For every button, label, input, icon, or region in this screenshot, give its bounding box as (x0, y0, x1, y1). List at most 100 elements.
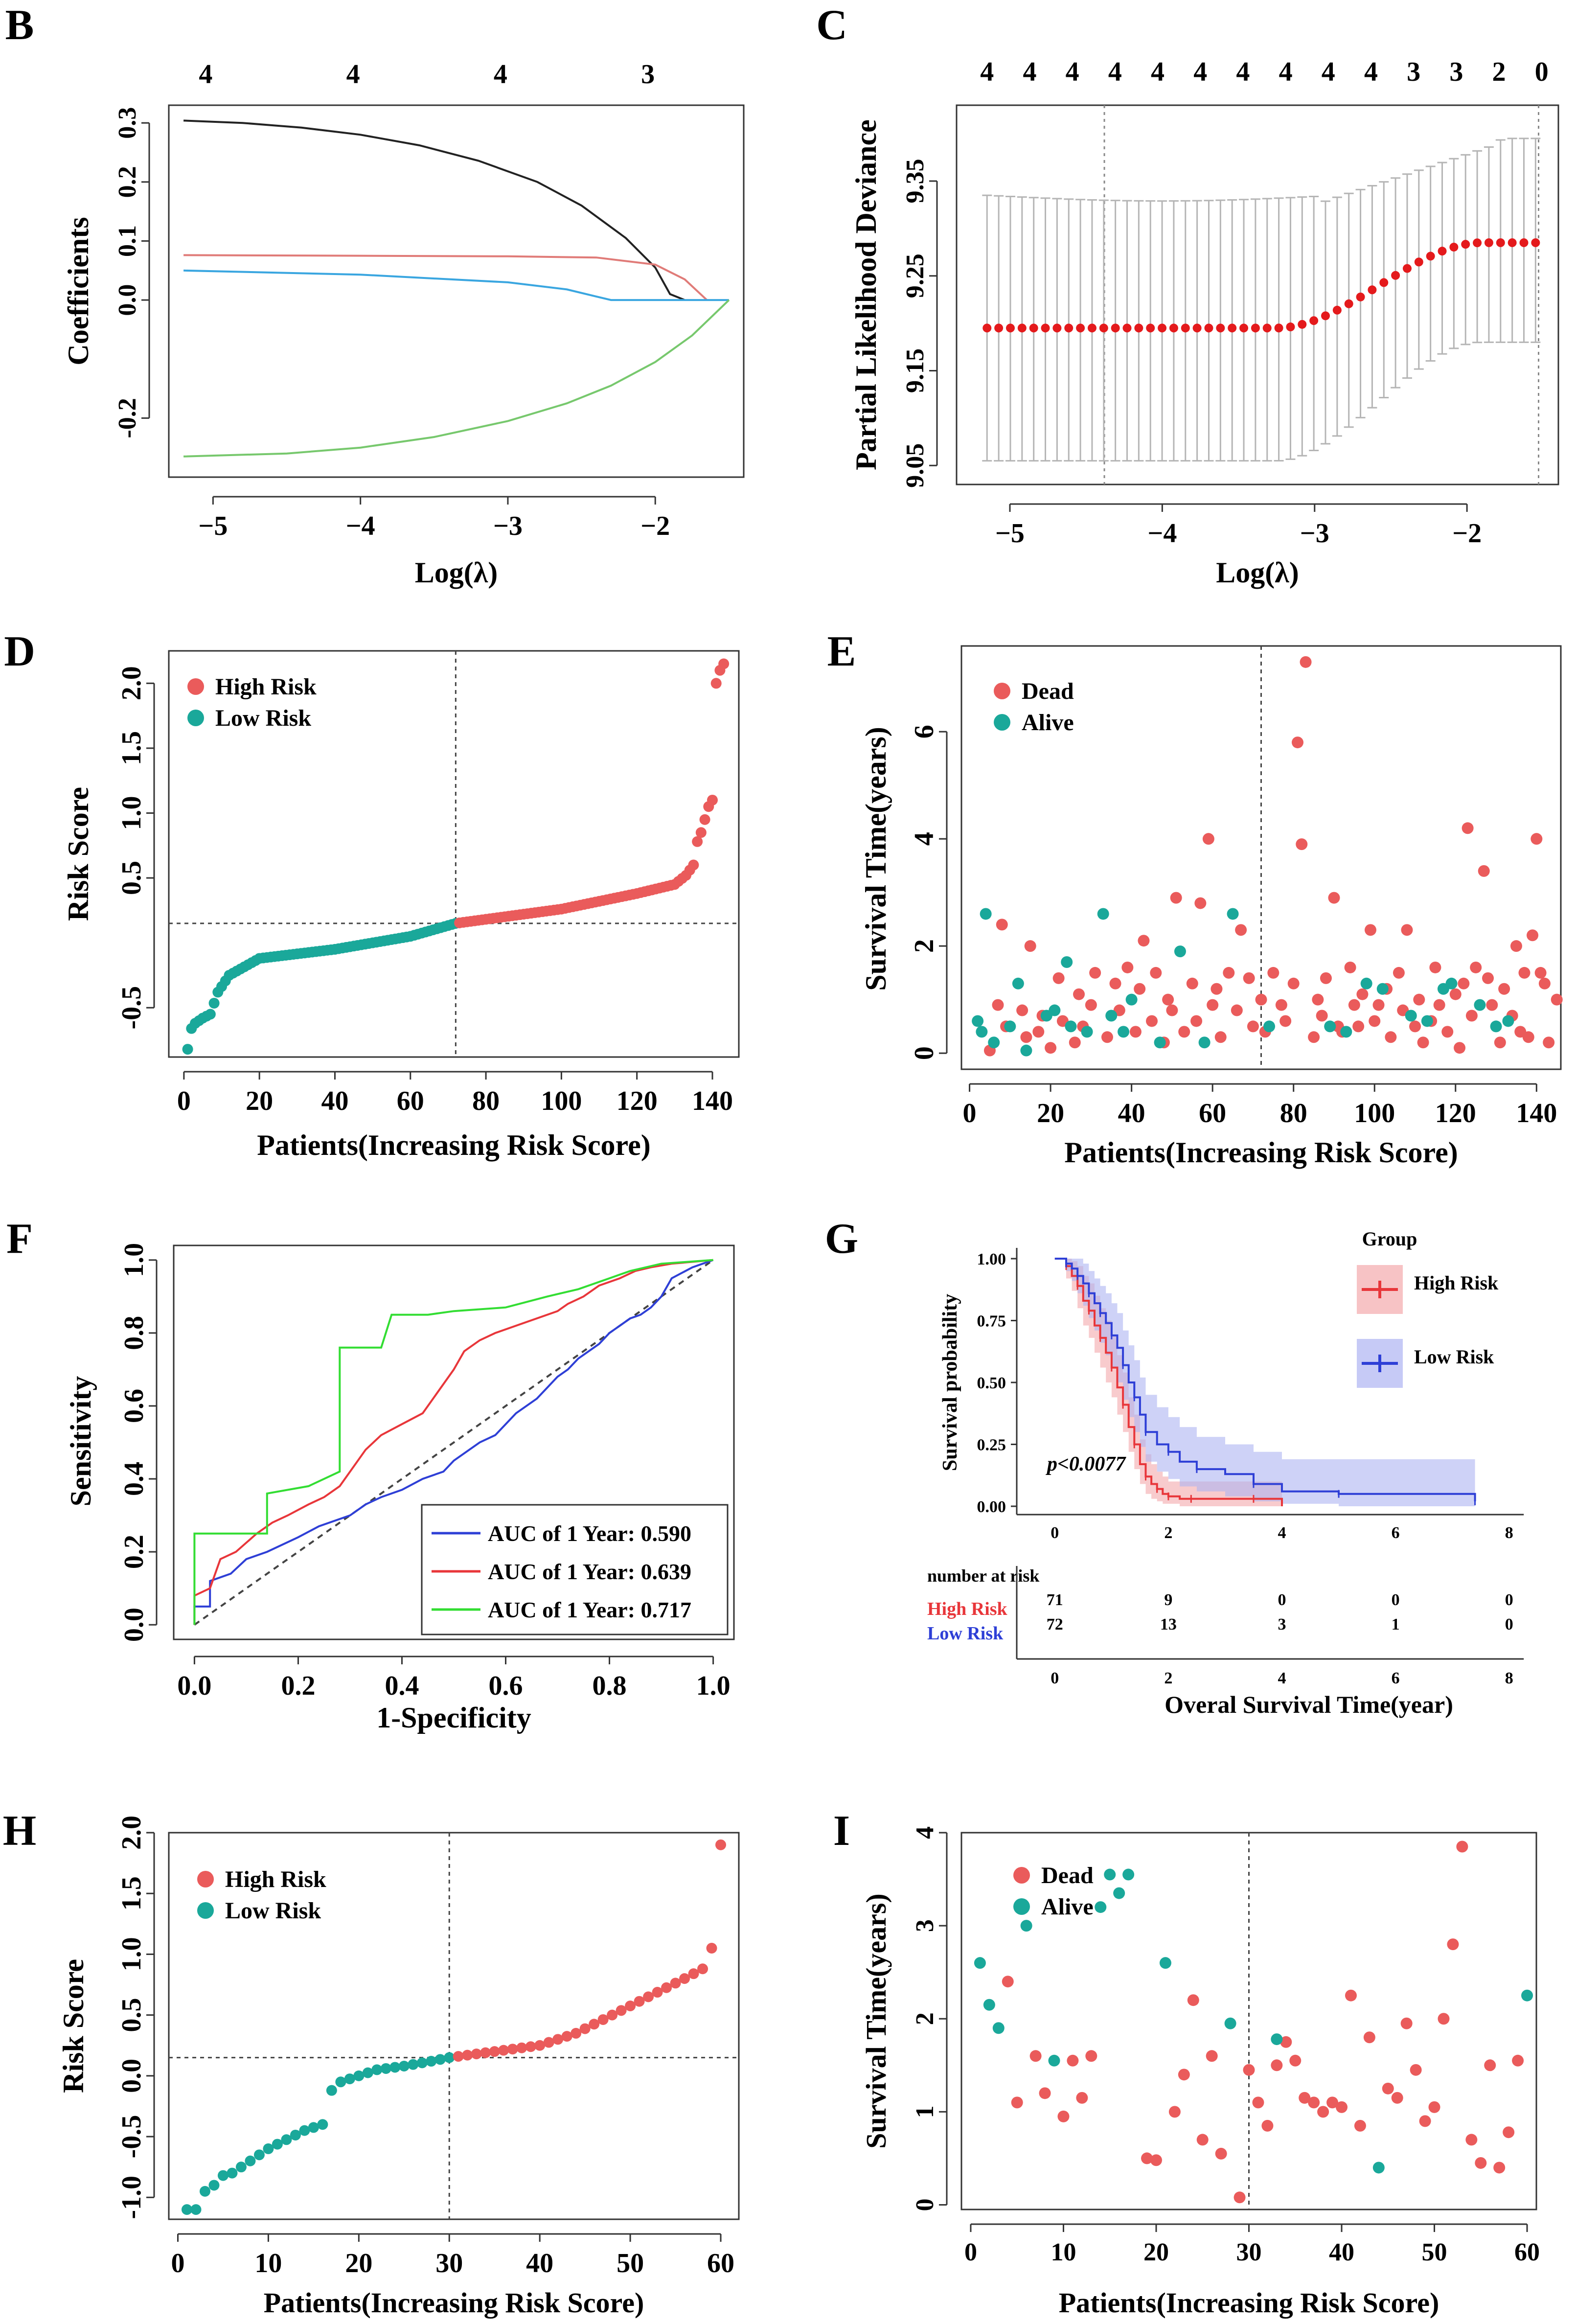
panel-H-point (462, 2049, 473, 2061)
panel-I-dead-point (1057, 2110, 1070, 2122)
panel-H-y-tick-label: 0.0 (116, 2059, 147, 2093)
panel-H-point (199, 2186, 210, 2197)
panel-C-y-tick-label: 9.25 (901, 253, 929, 298)
panel-G-x-tick-label: 0 (1051, 1524, 1059, 1542)
panel-G-risk-value: 3 (1278, 1615, 1286, 1634)
panel-G-x-tick-label: 4 (1278, 1524, 1286, 1542)
panel-F-ylabel: Sensitivity (65, 1376, 97, 1507)
panel-C-x-tick-label: −5 (995, 518, 1025, 549)
panel-I-alive-point (1104, 1868, 1116, 1881)
panel-B-x-tick-label: −3 (493, 511, 523, 541)
panel-B-path-gene2 (183, 254, 708, 301)
panel-I-alive-point (1224, 2017, 1236, 2029)
panel-H-point (290, 2129, 301, 2140)
panel-H-point (625, 2001, 636, 2012)
panel-H-point (227, 2167, 238, 2179)
panel-E-dead-point (1150, 966, 1162, 979)
panel-E-dead-point (1052, 972, 1065, 984)
panel-E-dead-point (1287, 977, 1300, 989)
panel-E-dead-point (1352, 1020, 1365, 1033)
panel-E-dead-point (996, 919, 1008, 931)
panel-F-x-tick-label: 0.0 (177, 1671, 211, 1701)
panel-letter-F: F (6, 1215, 33, 1263)
panel-C-point (1332, 305, 1342, 315)
panel-D-x-tick-label: 140 (692, 1086, 733, 1116)
panel-H-point (525, 2041, 536, 2052)
panel-E-alive-point (1081, 1026, 1093, 1038)
panel-E-x-tick-label: 120 (1435, 1098, 1476, 1128)
panel-G-risk-row-label: High Risk (927, 1599, 1008, 1619)
panel-H-point (534, 2040, 546, 2051)
panel-E-dead-point (1308, 1031, 1320, 1043)
panel-E-dead-point (1291, 736, 1303, 749)
panel-I-dead-point (1391, 2092, 1403, 2104)
panel-E-dead-point (1223, 966, 1235, 979)
panel-C-point (1099, 323, 1108, 333)
panel-D: 0 20 40 60 80 100 120 140 -0.5 0.5 1.0 1.5 2.0 High R… (62, 650, 740, 1161)
panel-B-y-tick-label: 0.2 (114, 166, 141, 198)
panel-E-alive-point (1376, 983, 1389, 995)
panel-E-y-tick-label: 0 (909, 1046, 939, 1060)
panel-G-risk-value: 0 (1505, 1591, 1513, 1609)
panel-I-x-tick-label: 40 (1329, 2238, 1354, 2266)
panel-E-dead-point (1551, 993, 1563, 1006)
panel-E-dead-point (1134, 983, 1146, 995)
panel-E-dead-point (1393, 966, 1405, 979)
panel-E-alive-point (1061, 956, 1073, 968)
panel-I-legend-label: Dead (1041, 1863, 1094, 1888)
panel-F-y-tick-label: 0.4 (119, 1462, 149, 1496)
panel-C-point (1519, 238, 1529, 247)
panel-E-dead-point (1470, 961, 1482, 973)
panel-D-legend-marker (187, 678, 204, 695)
panel-C-point (1414, 257, 1423, 267)
panel-E-dead-point (1138, 935, 1150, 947)
panel-C-top-label: 4 (1193, 57, 1207, 87)
panel-G-legend-title: Group (1362, 1228, 1417, 1250)
panel-H-point (661, 1982, 672, 1993)
panel-I-x-tick-label: 60 (1514, 2238, 1540, 2266)
panel-letter-I: I (833, 1807, 850, 1855)
panel-E-dead-point (1146, 1015, 1158, 1027)
panel-I-dead-point (1178, 2069, 1190, 2081)
panel-C-point (1005, 323, 1015, 333)
panel-I-alive-point (1271, 2033, 1283, 2046)
panel-B-x-tick-label: −2 (640, 511, 670, 541)
panel-F-y-tick-label: 0.6 (119, 1389, 149, 1423)
panel-H-point (507, 2044, 518, 2055)
panel-C-point (1111, 323, 1120, 333)
panel-G-y-tick-label: 0.75 (977, 1312, 1006, 1331)
panel-H-point (616, 2005, 627, 2016)
panel-G-risk-value: 0 (1278, 1591, 1286, 1609)
panel-I-dead-point (1243, 2064, 1255, 2076)
panel-C-x-tick-label: −2 (1452, 518, 1482, 549)
panel-I-dead-point (1345, 1989, 1357, 2002)
panel-E-dead-point (1494, 1036, 1506, 1049)
panel-E-dead-point (1372, 999, 1385, 1011)
panel-E-x-tick-label: 140 (1516, 1098, 1557, 1128)
panel-E-alive-point (1490, 1020, 1502, 1033)
panel-G-ylabel: Survival probability (939, 1294, 961, 1471)
panel-E-alive-point (1502, 1015, 1514, 1027)
panel-C-point (1507, 238, 1517, 247)
panel-B-path-gene4 (183, 299, 730, 458)
panel-I-x-tick-label: 20 (1143, 2238, 1169, 2266)
panel-H-point (579, 2023, 591, 2034)
panel-letter-C: C (816, 1, 847, 49)
panel-I-dead-point (1067, 2054, 1079, 2067)
panel-G-x-tick-label: 2 (1164, 1524, 1172, 1542)
panel-C-point (1531, 238, 1540, 247)
panel-I-dead-point (1475, 2157, 1487, 2169)
panel-H-point (561, 2031, 572, 2042)
panel-F-roc-curve (193, 1259, 713, 1625)
panel-I-alive-point (983, 1999, 995, 2011)
panel-H-point (344, 2073, 355, 2085)
panel-B-x-tick-label: −5 (198, 511, 228, 541)
panel-H-point (208, 2180, 220, 2191)
panel-H-point (371, 2064, 383, 2075)
panel-C-point (1461, 240, 1470, 249)
panel-H-point (489, 2046, 500, 2057)
panel-H-point (317, 2119, 328, 2130)
panel-B-path-gene3 (183, 269, 729, 301)
panel-H-point (670, 1978, 681, 1989)
panel-G-risk-header: number at risk (927, 1566, 1039, 1586)
